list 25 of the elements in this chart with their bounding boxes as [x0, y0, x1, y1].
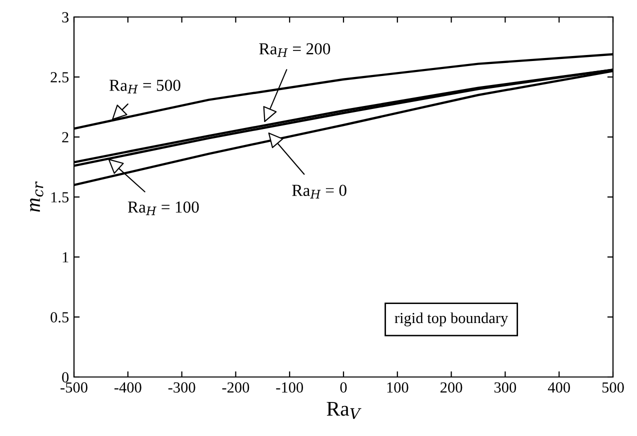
x-tick-label: -100 — [276, 382, 304, 393]
annotation: Ra$_{H}$ = 500 — [109, 80, 180, 94]
y-tick-label: 0 — [62, 372, 69, 382]
x-tick-label: -300 — [168, 382, 196, 393]
x-tick-label: -400 — [114, 382, 142, 393]
annotation: Ra$_{H}$ = 200 — [259, 43, 330, 57]
y-tick-label: 1.5 — [51, 192, 69, 203]
x-tick-label: 100 — [387, 382, 408, 393]
annotation: Ra$_{H}$ = 100 — [128, 201, 199, 216]
y-axis-title: m$_{cr}$ — [30, 181, 44, 212]
y-tick-label: 2.5 — [50, 72, 69, 83]
y-tick-label: 2 — [62, 132, 68, 142]
x-tick-label: 200 — [440, 382, 462, 393]
annotation: Ra$_{H}$ = 0 — [292, 184, 346, 198]
y-tick-label: 3 — [62, 12, 69, 22]
x-tick-label: 500 — [602, 382, 624, 393]
x-tick-label: 400 — [548, 382, 570, 393]
x-tick-label: -200 — [222, 382, 250, 393]
annotation: rigid top boundary — [394, 312, 508, 326]
x-tick-label: -500 — [60, 382, 88, 393]
y-tick-label: 0.5 — [50, 312, 69, 323]
x-tick-label: 300 — [494, 382, 516, 393]
y-tick-label: 1 — [62, 252, 68, 262]
x-axis-title: Ra$_{V}$ — [326, 402, 362, 419]
x-tick-label: 0 — [340, 382, 347, 393]
